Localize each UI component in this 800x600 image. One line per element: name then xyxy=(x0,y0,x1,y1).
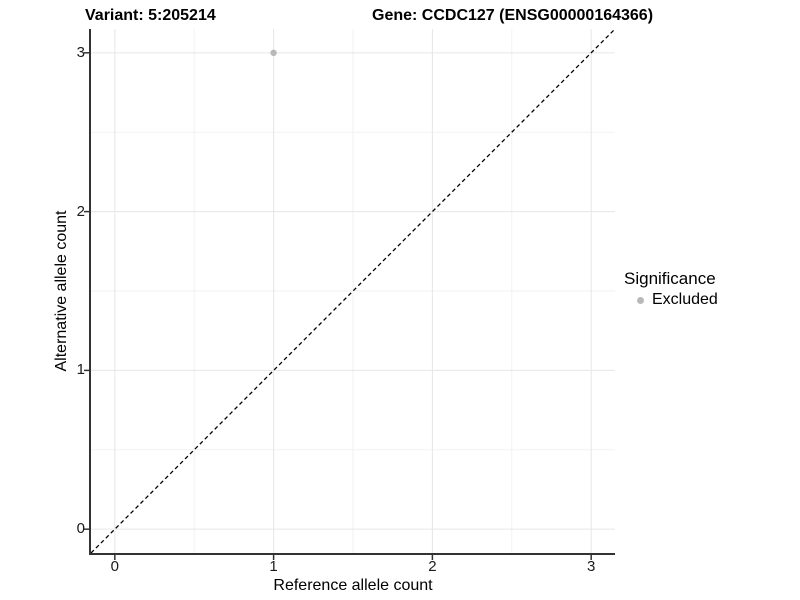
y-tick-label: 2 xyxy=(76,202,85,220)
x-axis-label: Reference allele count xyxy=(273,577,433,594)
y-tick-label: 0 xyxy=(76,520,85,538)
legend: Significance Excluded xyxy=(624,269,718,310)
plot-title-gene: Gene: CCDC127 (ENSG00000164366) xyxy=(372,7,654,24)
x-tick-label: 2 xyxy=(428,558,437,575)
y-axis-label: Alternative allele count xyxy=(53,210,70,372)
identity-line xyxy=(90,28,616,554)
legend-title: Significance xyxy=(624,269,716,288)
y-tick-label: 3 xyxy=(76,43,85,61)
x-tick-label: 1 xyxy=(269,558,278,575)
x-tick-label: 3 xyxy=(587,558,596,575)
legend-items: Excluded xyxy=(624,290,718,310)
legend-item-label: Excluded xyxy=(652,291,718,308)
legend-item: Excluded xyxy=(624,290,718,310)
legend-point-icon xyxy=(637,296,644,304)
x-tick-label: 0 xyxy=(110,558,119,575)
plot-title-variant: Variant: 5:205214 xyxy=(85,7,216,24)
y-tick-label: 1 xyxy=(76,361,85,379)
data-point xyxy=(270,49,277,57)
